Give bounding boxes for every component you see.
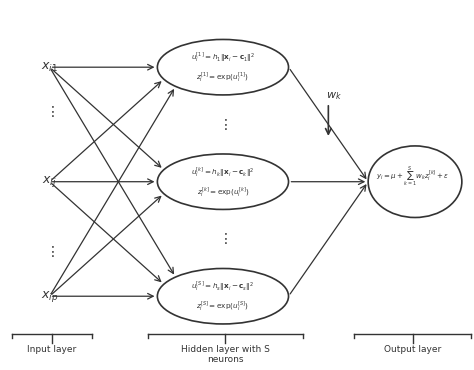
- Text: $\vdots$: $\vdots$: [45, 244, 55, 259]
- Ellipse shape: [368, 146, 462, 218]
- Ellipse shape: [157, 269, 289, 324]
- Text: $z_i^{[S]} = \exp(u_i^{[S]})$: $z_i^{[S]} = \exp(u_i^{[S]})$: [196, 300, 249, 314]
- Text: $\vdots$: $\vdots$: [218, 232, 228, 246]
- Text: $u_i^{[1]} = h_1 \| \mathbf{x}_i - \mathbf{c}_1 \|^2$: $u_i^{[1]} = h_1 \| \mathbf{x}_i - \math…: [191, 51, 255, 65]
- Text: Input layer: Input layer: [27, 344, 77, 354]
- Ellipse shape: [157, 40, 289, 95]
- Text: Output layer: Output layer: [384, 344, 441, 354]
- Text: $x_{i1}$: $x_{i1}$: [41, 61, 58, 74]
- Text: $u_i^{[S]} = h_s \| \mathbf{x}_i - \mathbf{c}_s \|^2$: $u_i^{[S]} = h_s \| \mathbf{x}_i - \math…: [191, 280, 255, 295]
- Text: $\vdots$: $\vdots$: [218, 117, 228, 132]
- Text: $z_i^{[1]} = \exp(u_i^{[1]})$: $z_i^{[1]} = \exp(u_i^{[1]})$: [196, 71, 249, 85]
- Text: $u_i^{[k]} = h_k \| \mathbf{x}_i - \mathbf{c}_k \|^2$: $u_i^{[k]} = h_k \| \mathbf{x}_i - \math…: [191, 166, 255, 180]
- Ellipse shape: [157, 154, 289, 209]
- Text: Hidden layer with S
neurons: Hidden layer with S neurons: [181, 344, 270, 364]
- Text: $x_{ip}$: $x_{ip}$: [41, 289, 58, 304]
- Text: $\vdots$: $\vdots$: [45, 104, 55, 120]
- Text: $z_i^{[k]} = \exp(u_i^{[k]})$: $z_i^{[k]} = \exp(u_i^{[k]})$: [197, 185, 249, 199]
- Text: $x_{ij}$: $x_{ij}$: [42, 174, 57, 189]
- Text: $y_i = \mu + \sum_{k=1}^{S} w_k z_i^{[k]} + \varepsilon$: $y_i = \mu + \sum_{k=1}^{S} w_k z_i^{[k]…: [376, 165, 449, 188]
- Text: $w_k$: $w_k$: [326, 90, 342, 102]
